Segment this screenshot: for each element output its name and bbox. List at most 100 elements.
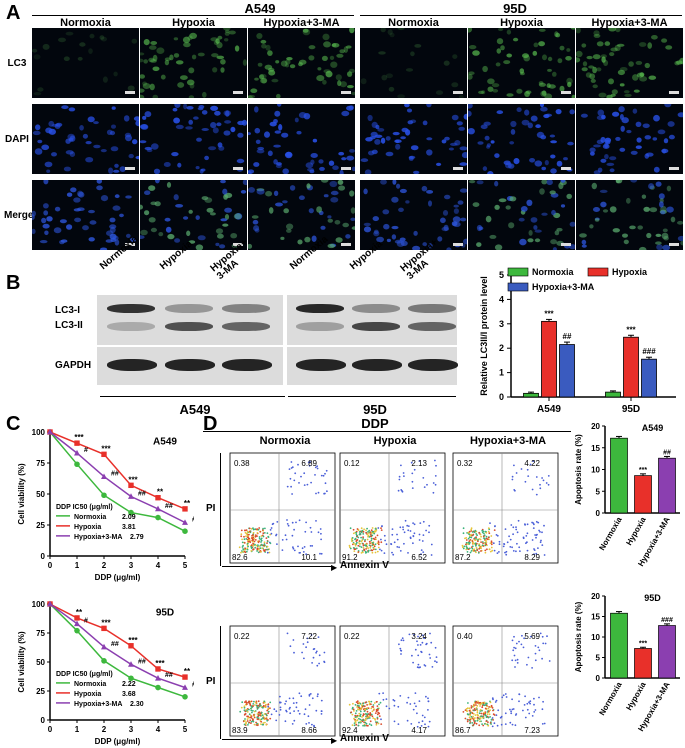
cell <box>173 37 179 41</box>
cell <box>482 166 488 171</box>
significance-mark: ## <box>563 332 572 341</box>
event-dot <box>255 544 258 547</box>
event-dot <box>265 703 267 706</box>
cell <box>212 67 218 73</box>
cell <box>677 220 683 225</box>
event-dot <box>416 640 418 643</box>
chart-title: 95D <box>644 593 661 603</box>
event-dot <box>284 534 287 537</box>
event-dot <box>532 522 535 524</box>
event-dot <box>401 637 404 640</box>
cell <box>289 64 296 69</box>
event-dot <box>467 537 470 540</box>
event-dot <box>380 541 383 544</box>
event-dot <box>520 468 523 470</box>
quadrant-value: 5.69 <box>524 632 540 641</box>
event-dot <box>320 474 323 477</box>
y-axis-label: Apoptosis rate (%) <box>574 601 583 672</box>
cell <box>338 151 345 156</box>
event-dot <box>469 722 471 725</box>
event-dot <box>541 708 544 711</box>
cell <box>79 125 84 131</box>
event-dot <box>254 546 257 549</box>
band-lc3-i <box>165 304 213 313</box>
significance-mark: # <box>84 618 88 625</box>
cell <box>655 241 662 245</box>
cell <box>148 185 156 191</box>
event-dot <box>270 532 273 535</box>
x-tick-label: 3 <box>129 561 134 570</box>
cell <box>112 205 121 211</box>
cell <box>68 107 76 112</box>
event-dot <box>372 704 375 706</box>
event-dot <box>313 725 315 728</box>
event-dot <box>357 721 360 724</box>
band-gapdh <box>352 359 402 371</box>
event-dot <box>496 552 499 554</box>
event-dot <box>495 699 498 702</box>
event-dot <box>426 483 428 486</box>
event-dot <box>485 535 488 538</box>
cell <box>588 65 595 69</box>
event-dot <box>315 709 318 712</box>
y-tick-label: 0 <box>499 392 504 402</box>
cell <box>267 50 273 56</box>
event-dot <box>471 722 474 724</box>
event-dot <box>260 720 263 723</box>
cell <box>93 121 99 125</box>
event-dot <box>305 723 308 725</box>
event-dot <box>504 528 507 530</box>
event-dot <box>471 545 474 548</box>
event-dot <box>352 702 354 705</box>
event-dot <box>538 649 541 652</box>
x-tick-label: Normoxia <box>597 680 624 717</box>
event-dot <box>353 724 356 727</box>
cell <box>363 222 371 227</box>
event-dot <box>490 718 493 721</box>
event-dot <box>256 722 258 725</box>
event-dot <box>418 721 420 724</box>
data-point <box>128 643 134 649</box>
cell <box>220 218 228 222</box>
event-dot <box>425 529 427 532</box>
cell <box>248 94 255 98</box>
event-dot <box>373 538 376 541</box>
event-dot <box>260 711 263 714</box>
event-dot <box>525 535 528 537</box>
event-dot <box>483 537 486 540</box>
event-dot <box>311 662 313 664</box>
cell <box>211 53 219 58</box>
data-point <box>182 528 188 534</box>
event-dot <box>481 544 484 547</box>
cell <box>557 58 563 64</box>
cell <box>351 226 355 230</box>
event-dot <box>374 718 376 720</box>
event-dot <box>380 549 383 552</box>
cell <box>386 238 391 243</box>
cell <box>335 237 343 243</box>
micrograph-tile <box>140 180 247 250</box>
event-dot <box>256 550 258 552</box>
significance-mark: ## <box>663 449 671 456</box>
cell <box>569 109 575 115</box>
cell <box>629 225 636 230</box>
cell <box>436 162 442 166</box>
event-dot <box>372 547 375 550</box>
band-lc3-ii <box>165 322 213 331</box>
event-dot <box>486 548 488 551</box>
cell <box>549 190 556 195</box>
cell <box>256 188 265 195</box>
event-dot <box>513 489 516 491</box>
cell <box>223 130 231 136</box>
cell <box>32 48 38 53</box>
event-dot <box>360 546 363 548</box>
event-dot <box>369 712 372 714</box>
event-dot <box>476 549 479 552</box>
cell <box>260 39 267 44</box>
event-dot <box>489 701 492 704</box>
event-dot <box>513 654 516 657</box>
cell <box>492 89 499 93</box>
cell <box>286 223 294 230</box>
event-dot <box>365 722 368 725</box>
